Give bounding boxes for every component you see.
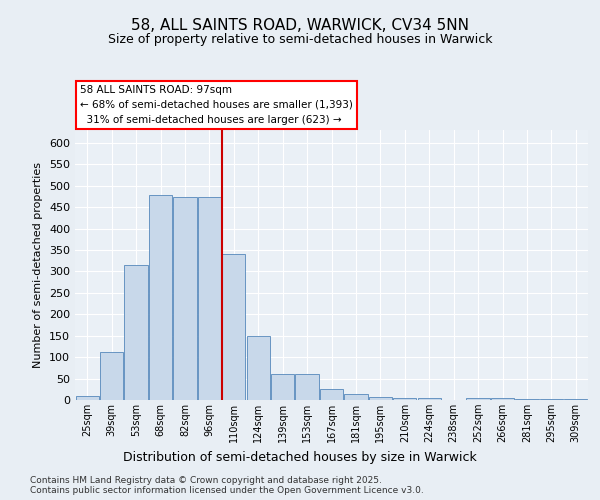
Bar — [393, 398, 416, 400]
Bar — [76, 396, 99, 400]
Text: Contains HM Land Registry data © Crown copyright and database right 2025.
Contai: Contains HM Land Registry data © Crown c… — [30, 476, 424, 495]
Bar — [466, 398, 490, 400]
Y-axis label: Number of semi-detached properties: Number of semi-detached properties — [34, 162, 43, 368]
Text: 58 ALL SAINTS ROAD: 97sqm
← 68% of semi-detached houses are smaller (1,393)
  31: 58 ALL SAINTS ROAD: 97sqm ← 68% of semi-… — [80, 85, 353, 124]
Bar — [149, 195, 172, 400]
Bar — [173, 198, 197, 400]
Bar — [100, 352, 123, 400]
Text: Size of property relative to semi-detached houses in Warwick: Size of property relative to semi-detach… — [108, 32, 492, 46]
Bar — [124, 265, 148, 400]
Bar — [247, 336, 270, 400]
Bar — [271, 374, 294, 400]
Bar — [515, 398, 539, 400]
Bar — [369, 396, 392, 400]
Bar — [344, 394, 368, 400]
Bar — [564, 399, 587, 400]
Bar — [222, 254, 245, 400]
Bar — [198, 198, 221, 400]
Text: 58, ALL SAINTS ROAD, WARWICK, CV34 5NN: 58, ALL SAINTS ROAD, WARWICK, CV34 5NN — [131, 18, 469, 32]
Bar — [540, 398, 563, 400]
Bar — [320, 390, 343, 400]
Bar — [295, 374, 319, 400]
Text: Distribution of semi-detached houses by size in Warwick: Distribution of semi-detached houses by … — [123, 451, 477, 464]
Bar — [418, 398, 441, 400]
Bar — [491, 398, 514, 400]
